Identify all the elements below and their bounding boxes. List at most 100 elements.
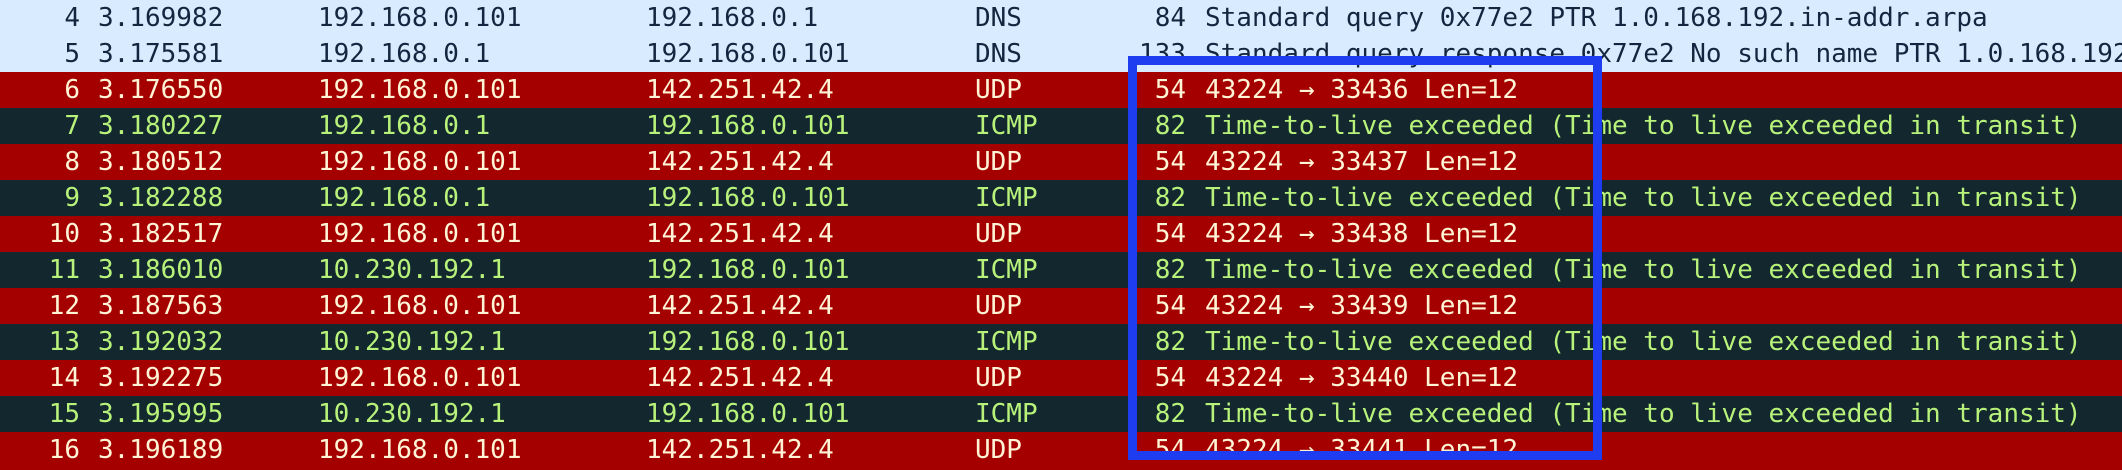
cell-destination: 142.251.42.4 — [646, 147, 834, 177]
cell-source: 10.230.192.1 — [318, 255, 506, 285]
cell-destination: 192.168.0.101 — [646, 111, 850, 141]
cell-length: 54 — [1154, 435, 1186, 465]
cell-source: 192.168.0.101 — [318, 219, 522, 249]
cell-length: 82 — [1154, 399, 1186, 429]
cell-source: 192.168.0.101 — [318, 435, 522, 465]
cell-protocol: DNS — [975, 39, 1022, 69]
cell-time: 3.182288 — [98, 183, 224, 213]
cell-info: Time-to-live exceeded (Time to live exce… — [1205, 255, 2082, 285]
cell-protocol: UDP — [975, 291, 1022, 321]
cell-source: 192.168.0.101 — [318, 3, 522, 33]
table-row[interactable]: 14 3.192275 192.168.0.101 142.251.42.4 U… — [0, 360, 2122, 396]
cell-time: 3.176550 — [98, 75, 224, 105]
cell-no: 10 — [48, 219, 80, 249]
cell-info: Time-to-live exceeded (Time to live exce… — [1205, 111, 2082, 141]
cell-info: Standard query response 0x77e2 No such n… — [1205, 39, 2122, 69]
table-row[interactable]: 16 3.196189 192.168.0.101 142.251.42.4 U… — [0, 432, 2122, 468]
cell-info: Time-to-live exceeded (Time to live exce… — [1205, 399, 2082, 429]
cell-time: 3.192032 — [98, 327, 224, 357]
cell-time: 3.175581 — [98, 39, 224, 69]
cell-info: 43224 → 33439 Len=12 — [1205, 291, 1519, 321]
cell-destination: 192.168.0.101 — [646, 183, 850, 213]
cell-no: 14 — [48, 363, 80, 393]
cell-time: 3.169982 — [98, 3, 224, 33]
cell-length: 82 — [1154, 183, 1186, 213]
cell-length: 54 — [1154, 75, 1186, 105]
cell-length: 82 — [1154, 111, 1186, 141]
cell-protocol: ICMP — [975, 399, 1038, 429]
cell-no: 16 — [48, 435, 80, 465]
cell-source: 192.168.0.1 — [318, 183, 491, 213]
cell-destination: 142.251.42.4 — [646, 291, 834, 321]
cell-info: 43224 → 33441 Len=12 — [1205, 435, 1519, 465]
table-row[interactable]: 8 3.180512 192.168.0.101 142.251.42.4 UD… — [0, 144, 2122, 180]
table-row[interactable]: 15 3.195995 10.230.192.1 192.168.0.101 I… — [0, 396, 2122, 432]
cell-destination: 192.168.0.101 — [646, 39, 850, 69]
cell-destination: 142.251.42.4 — [646, 363, 834, 393]
cell-no: 15 — [48, 399, 80, 429]
cell-length: 82 — [1154, 255, 1186, 285]
cell-no: 4 — [64, 3, 80, 33]
table-row[interactable]: 4 3.169982 192.168.0.101 192.168.0.1 DNS… — [0, 0, 2122, 36]
cell-source: 192.168.0.101 — [318, 363, 522, 393]
cell-length: 54 — [1154, 291, 1186, 321]
cell-time: 3.196189 — [98, 435, 224, 465]
table-row[interactable]: 7 3.180227 192.168.0.1 192.168.0.101 ICM… — [0, 108, 2122, 144]
cell-source: 10.230.192.1 — [318, 399, 506, 429]
cell-protocol: UDP — [975, 363, 1022, 393]
cell-destination: 192.168.0.1 — [646, 3, 819, 33]
cell-destination: 192.168.0.101 — [646, 255, 850, 285]
cell-length: 54 — [1154, 147, 1186, 177]
table-row[interactable]: 5 3.175581 192.168.0.1 192.168.0.101 DNS… — [0, 36, 2122, 72]
cell-no: 13 — [48, 327, 80, 357]
table-row[interactable]: 9 3.182288 192.168.0.1 192.168.0.101 ICM… — [0, 180, 2122, 216]
cell-time: 3.186010 — [98, 255, 224, 285]
cell-time: 3.182517 — [98, 219, 224, 249]
cell-no: 7 — [64, 111, 80, 141]
cell-protocol: ICMP — [975, 183, 1038, 213]
cell-source: 192.168.0.101 — [318, 75, 522, 105]
cell-protocol: UDP — [975, 435, 1022, 465]
cell-source: 10.230.192.1 — [318, 327, 506, 357]
table-row[interactable]: 10 3.182517 192.168.0.101 142.251.42.4 U… — [0, 216, 2122, 252]
cell-info: Time-to-live exceeded (Time to live exce… — [1205, 327, 2082, 357]
cell-protocol: ICMP — [975, 255, 1038, 285]
cell-length: 133 — [1139, 39, 1186, 69]
cell-info: Time-to-live exceeded (Time to live exce… — [1205, 183, 2082, 213]
cell-source: 192.168.0.1 — [318, 39, 491, 69]
cell-no: 9 — [64, 183, 80, 213]
cell-source: 192.168.0.101 — [318, 147, 522, 177]
cell-destination: 192.168.0.101 — [646, 399, 850, 429]
cell-time: 3.180512 — [98, 147, 224, 177]
cell-destination: 192.168.0.101 — [646, 327, 850, 357]
cell-length: 54 — [1154, 219, 1186, 249]
cell-time: 3.195995 — [98, 399, 224, 429]
cell-destination: 142.251.42.4 — [646, 435, 834, 465]
cell-protocol: ICMP — [975, 111, 1038, 141]
cell-time: 3.180227 — [98, 111, 224, 141]
cell-length: 54 — [1154, 363, 1186, 393]
cell-destination: 142.251.42.4 — [646, 219, 834, 249]
cell-no: 6 — [64, 75, 80, 105]
cell-source: 192.168.0.1 — [318, 111, 491, 141]
cell-no: 12 — [48, 291, 80, 321]
cell-length: 84 — [1154, 3, 1186, 33]
cell-no: 5 — [64, 39, 80, 69]
cell-time: 3.187563 — [98, 291, 224, 321]
cell-info: 43224 → 33436 Len=12 — [1205, 75, 1519, 105]
cell-protocol: ICMP — [975, 327, 1038, 357]
cell-info: 43224 → 33437 Len=12 — [1205, 147, 1519, 177]
cell-time: 3.192275 — [98, 363, 224, 393]
table-row[interactable]: 6 3.176550 192.168.0.101 142.251.42.4 UD… — [0, 72, 2122, 108]
cell-no: 11 — [48, 255, 80, 285]
cell-no: 8 — [64, 147, 80, 177]
cell-protocol: UDP — [975, 147, 1022, 177]
table-row[interactable]: 12 3.187563 192.168.0.101 142.251.42.4 U… — [0, 288, 2122, 324]
cell-info: 43224 → 33438 Len=12 — [1205, 219, 1519, 249]
cell-length: 82 — [1154, 327, 1186, 357]
table-row[interactable]: 13 3.192032 10.230.192.1 192.168.0.101 I… — [0, 324, 2122, 360]
table-row[interactable]: 11 3.186010 10.230.192.1 192.168.0.101 I… — [0, 252, 2122, 288]
cell-protocol: DNS — [975, 3, 1022, 33]
cell-destination: 142.251.42.4 — [646, 75, 834, 105]
